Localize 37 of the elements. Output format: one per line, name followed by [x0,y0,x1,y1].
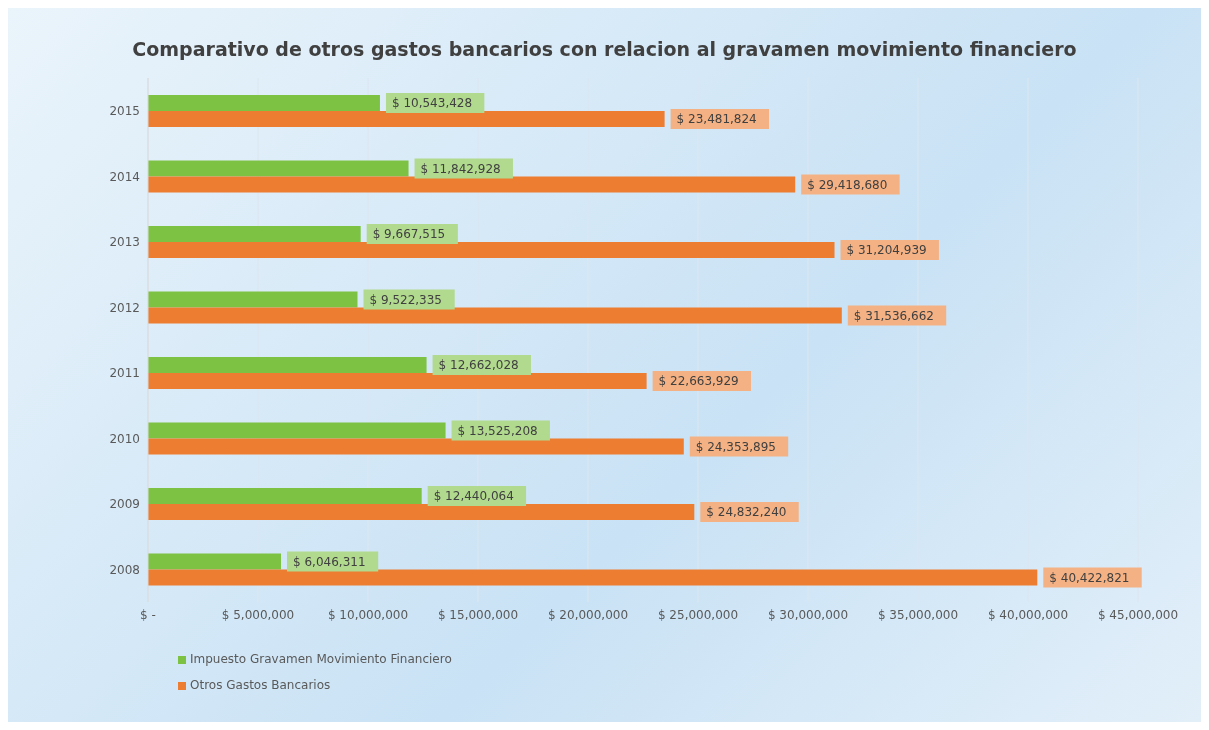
x-tick-label: $ 5,000,000 [221,607,295,622]
y-tick-label: 2008 [109,562,140,577]
x-tick-label: $ 20,000,000 [547,607,629,622]
y-tick-label: 2011 [109,366,140,381]
x-tick-label: $ 45,000,000 [1097,607,1179,622]
x-tick-label: $ 15,000,000 [437,607,519,622]
data-label: $ 11,842,928 [420,161,501,176]
data-label: $ 12,440,064 [433,489,514,503]
x-tick-label: $ 25,000,000 [657,607,739,622]
data-label: $ 10,543,428 [391,96,473,110]
data-label: $ 22,663,929 [658,374,739,388]
x-tick-label: $ 35,000,000 [877,607,959,622]
x-tick-label: $ 30,000,000 [767,607,849,622]
legend-label: Impuesto Gravamen Movimiento Financiero [190,651,453,668]
x-tick-label: $ 40,000,000 [987,607,1069,622]
y-tick-label: 2015 [109,104,140,119]
data-label: $ 24,353,895 [695,439,776,454]
data-label: $ 31,536,662 [853,308,934,323]
y-tick-label: 2013 [109,235,140,250]
data-label: $ 13,525,208 [457,423,538,438]
data-label: $ 12,662,028 [438,358,519,372]
y-tick-label: 2010 [109,431,140,446]
y-tick-label: 2014 [109,169,140,184]
data-label: $ 29,418,680 [807,177,888,192]
data-label: $ 6,046,311 [293,554,366,569]
chart-title: Comparativo de otros gastos bancarios con relacion al gravamen movimiento financiero [131,37,1078,62]
data-label: $ 9,667,515 [372,227,446,241]
data-label: $ 40,422,821 [1049,570,1130,585]
y-tick-label: 2009 [109,497,140,512]
y-tick-label: 2012 [109,300,140,315]
x-tick-label: $ - [140,607,156,622]
data-label: $ 9,522,335 [369,292,443,307]
data-label: $ 24,832,240 [706,505,787,519]
legend-label: Otros Gastos Bancarios [190,677,332,694]
data-label: $ 23,481,824 [676,112,757,126]
data-label: $ 31,204,939 [846,243,927,257]
x-tick-label: $ 10,000,000 [327,607,409,622]
